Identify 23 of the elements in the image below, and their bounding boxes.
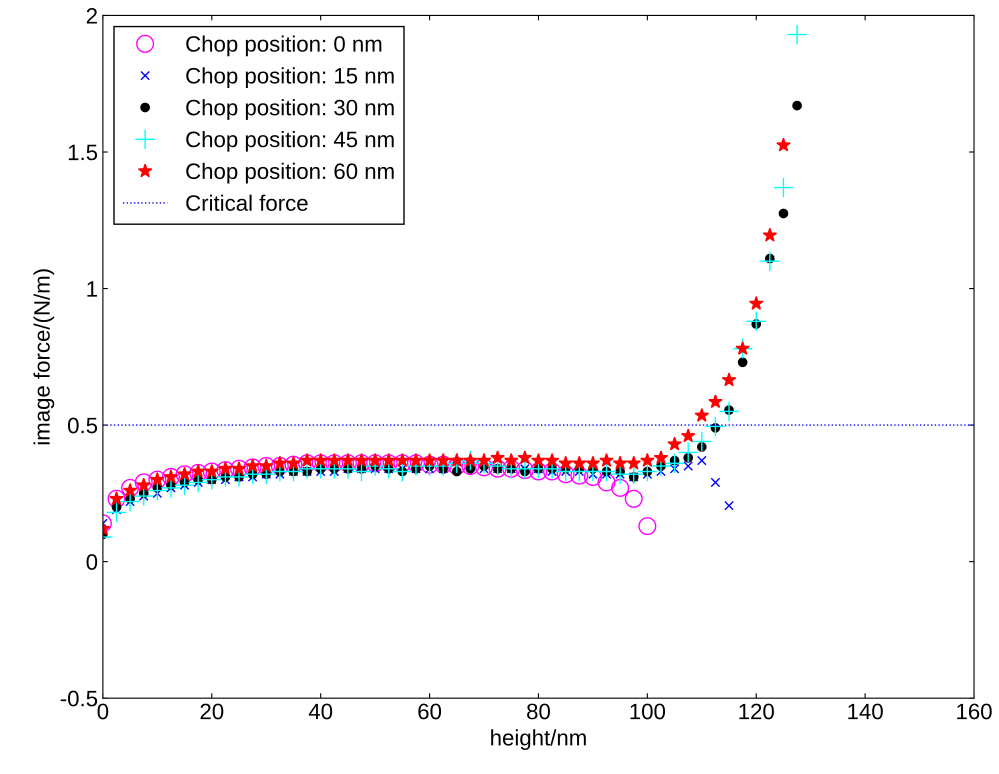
legend-label: Chop position: 30 nm (186, 99, 394, 120)
legend-label: Chop position: 60 nm (186, 162, 394, 184)
y-tick-label: 2 (86, 8, 97, 24)
y-axis-title: image force/(N/m) (33, 269, 54, 444)
x-tick-label: 80 (527, 704, 550, 720)
x-tick-label: 0 (98, 704, 108, 720)
y-tick-label: 0 (86, 554, 98, 570)
y-tick-label: 1.5 (68, 144, 98, 160)
x-tick-label: 20 (200, 704, 224, 720)
x-tick-label: 160 (957, 704, 992, 720)
y-tick-label: 0.5 (68, 418, 98, 434)
x-tick-label: 100 (630, 704, 666, 720)
legend-label: Chop position: 0 nm (186, 35, 382, 56)
x-tick-label: 140 (848, 704, 883, 720)
y-tick-label: -0.5 (60, 690, 98, 706)
legend-label: Critical force (186, 194, 308, 211)
x-tick-label: 60 (418, 704, 442, 720)
x-axis-title: height/nm (491, 729, 586, 750)
y-tick-label: 1 (87, 281, 97, 297)
legend-label: Chop position: 45 nm (186, 130, 394, 152)
legend-label: Chop position: 15 nm (186, 67, 394, 88)
x-tick-label: 120 (739, 704, 774, 720)
x-tick-label: 40 (308, 704, 332, 720)
